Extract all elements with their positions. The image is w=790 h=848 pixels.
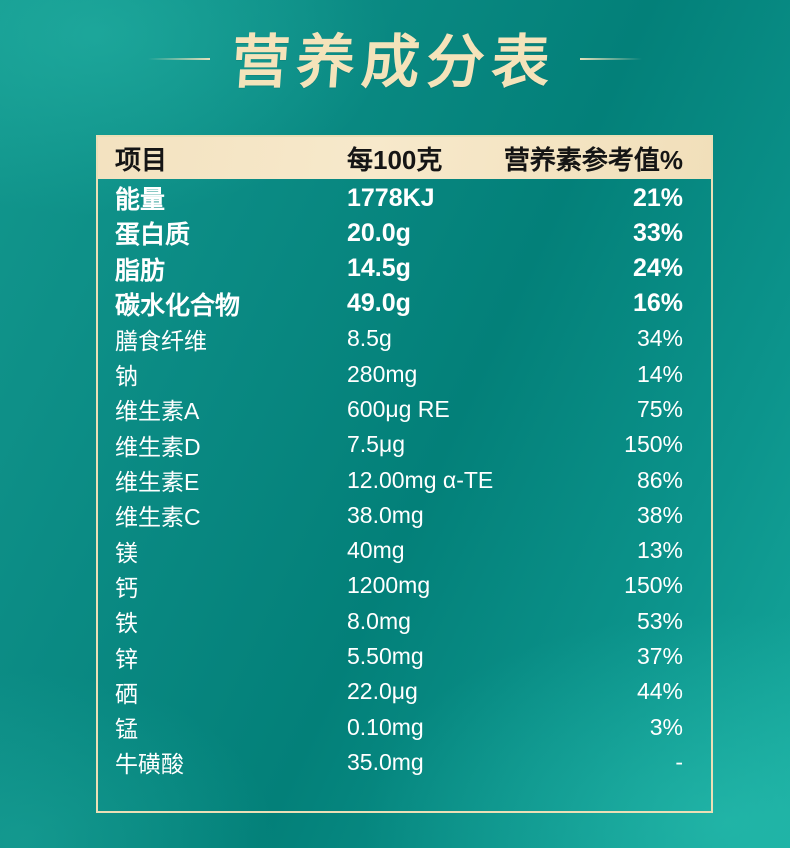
table-row: 蛋白质 20.0g 33% (98, 215, 711, 250)
title-row: 营养成分表 (0, 12, 790, 102)
nrv-percent: 150% (624, 431, 683, 458)
col-header-per-100g: 每100克 (347, 144, 443, 175)
nutrient-name: 能量 (115, 186, 166, 214)
amount-per-100g: 1200mg (347, 572, 431, 599)
table-row: 锰 0.10mg 3% (98, 709, 711, 744)
nrv-percent: 16% (632, 289, 683, 318)
nrv-percent: 14% (636, 360, 683, 387)
amount-per-100g: 600μg RE (347, 395, 450, 422)
nrv-percent: 38% (636, 501, 683, 528)
amount-per-100g: 22.0μg (347, 678, 418, 705)
nutrient-name: 镁 (115, 539, 138, 566)
table-row: 钠 280mg 14% (98, 356, 711, 391)
table-row: 锌 5.50mg 37% (98, 639, 711, 674)
table-row: 维生素C 38.0mg 38% (98, 498, 711, 533)
nutrient-name: 钙 (115, 574, 138, 601)
col-header-nrv-percent: 营养素参考值% (503, 144, 683, 175)
amount-per-100g: 35.0mg (347, 748, 424, 775)
nutrient-name: 维生素C (115, 504, 201, 531)
col-header-item: 项目 (115, 144, 168, 175)
nutrient-name: 锰 (115, 716, 138, 743)
nrv-percent: 37% (636, 643, 683, 669)
nrv-percent: 21% (632, 183, 683, 212)
nrv-percent: 53% (636, 607, 683, 634)
amount-per-100g: 20.0g (347, 218, 411, 247)
table-row: 维生素D 7.5μg 150% (98, 427, 711, 462)
table-row: 铁 8.0mg 53% (98, 604, 711, 639)
amount-per-100g: 5.50mg (347, 643, 424, 669)
nutrition-table: 项目 每100克 营养素参考值% 能量 1778KJ 21% 蛋白质 20.0g 33% 脂… (96, 135, 713, 813)
nutrient-name: 牛磺酸 (115, 751, 184, 778)
nrv-percent: 24% (632, 254, 683, 283)
table-row: 碳水化合物 49.0g 16% (98, 286, 711, 321)
table-row: 镁 40mg 13% (98, 533, 711, 568)
nrv-percent: 44% (636, 678, 683, 705)
nutrient-name: 硒 (115, 680, 138, 707)
amount-per-100g: 40mg (347, 537, 405, 564)
table-row: 维生素E 12.00mg α-TE 86% (98, 462, 711, 497)
nrv-percent: 33% (632, 218, 683, 247)
amount-per-100g: 8.0mg (347, 607, 411, 634)
nrv-percent: 75% (636, 395, 683, 422)
nrv-percent: 150% (624, 572, 683, 599)
amount-per-100g: 7.5μg (347, 431, 406, 458)
table-row: 能量 1778KJ 21% (98, 180, 711, 215)
nutrient-name: 铁 (115, 610, 138, 637)
nutrient-name: 蛋白质 (115, 221, 191, 250)
amount-per-100g: 12.00mg α-TE (347, 466, 494, 493)
amount-per-100g: 8.5g (347, 325, 392, 352)
page-title: 营养成分表 (229, 30, 560, 95)
nutrient-name: 维生素E (115, 469, 200, 496)
nrv-percent: 13% (636, 537, 683, 564)
amount-per-100g: 0.10mg (347, 713, 424, 740)
amount-per-100g: 14.5g (347, 254, 411, 283)
amount-per-100g: 1778KJ (347, 183, 435, 212)
nrv-percent: 86% (636, 466, 683, 493)
table-row: 钙 1200mg 150% (98, 568, 711, 603)
nutrient-name: 膳食纤维 (115, 327, 207, 354)
table-row: 膳食纤维 8.5g 34% (98, 321, 711, 356)
title-decoration-line-right (579, 58, 642, 60)
nrv-percent: - (675, 748, 683, 775)
table-row: 牛磺酸 35.0mg - (98, 745, 711, 780)
nutrient-name: 维生素D (115, 433, 201, 460)
nutrient-name: 脂肪 (115, 256, 166, 285)
nutrient-name: 钠 (115, 363, 138, 390)
table-row: 脂肪 14.5g 24% (98, 251, 711, 286)
table-row: 硒 22.0μg 44% (98, 674, 711, 709)
nutrient-name: 锌 (115, 645, 138, 672)
nutrient-name: 维生素A (115, 398, 200, 425)
table-header-row: 项目 每100克 营养素参考值% (98, 137, 711, 179)
title-decoration-line-left (148, 58, 211, 60)
nutrient-name: 碳水化合物 (115, 291, 241, 320)
nrv-percent: 34% (636, 325, 683, 352)
amount-per-100g: 280mg (347, 360, 418, 387)
table-body: 能量 1778KJ 21% 蛋白质 20.0g 33% 脂肪 14.5g 24% 碳水化合物 49.… (98, 179, 711, 780)
amount-per-100g: 38.0mg (347, 501, 424, 528)
amount-per-100g: 49.0g (347, 289, 411, 318)
nrv-percent: 3% (649, 713, 683, 740)
table-row: 维生素A 600μg RE 75% (98, 392, 711, 427)
